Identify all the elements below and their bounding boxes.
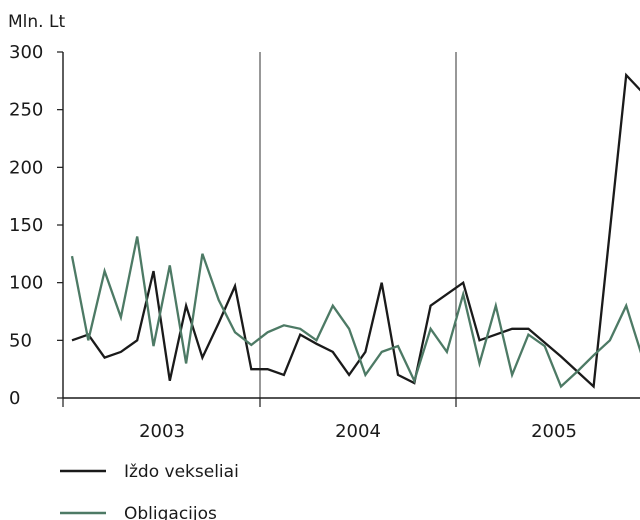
y-tick-label: 50 [9,330,32,351]
y-tick-label: 200 [9,157,43,178]
axes [62,52,640,399]
x-tick-label: 2003 [139,421,185,442]
legend-label-izdo: Iždo vekseliai [124,462,239,482]
legend: Iždo vekseliai Obligacijos [60,462,239,520]
legend-label-obligacijos: Obligacijos [124,504,217,520]
y-tick-label: 150 [9,215,43,236]
y-tick-label: 300 [9,42,43,63]
series-lines [70,72,640,389]
legend-item-obligacijos: Obligacijos [60,504,217,520]
y-axis-unit-label: Mln. Lt [8,12,65,32]
x-tick-label: 2005 [531,421,577,442]
y-tick-label: 250 [9,100,43,121]
y-axis-ticks: 0 50 100 150 200 250 300 [9,42,63,409]
y-tick-label: 100 [9,273,43,294]
x-tick-label: 2004 [335,421,381,442]
year-gridlines [62,52,457,407]
series-line-izdo [71,72,640,389]
y-tick-label: 0 [9,388,20,409]
legend-item-izdo: Iždo vekseliai [60,462,239,482]
series-line-obligacijos [70,236,640,389]
x-axis-year-labels: 2003 2004 2005 [139,421,577,442]
